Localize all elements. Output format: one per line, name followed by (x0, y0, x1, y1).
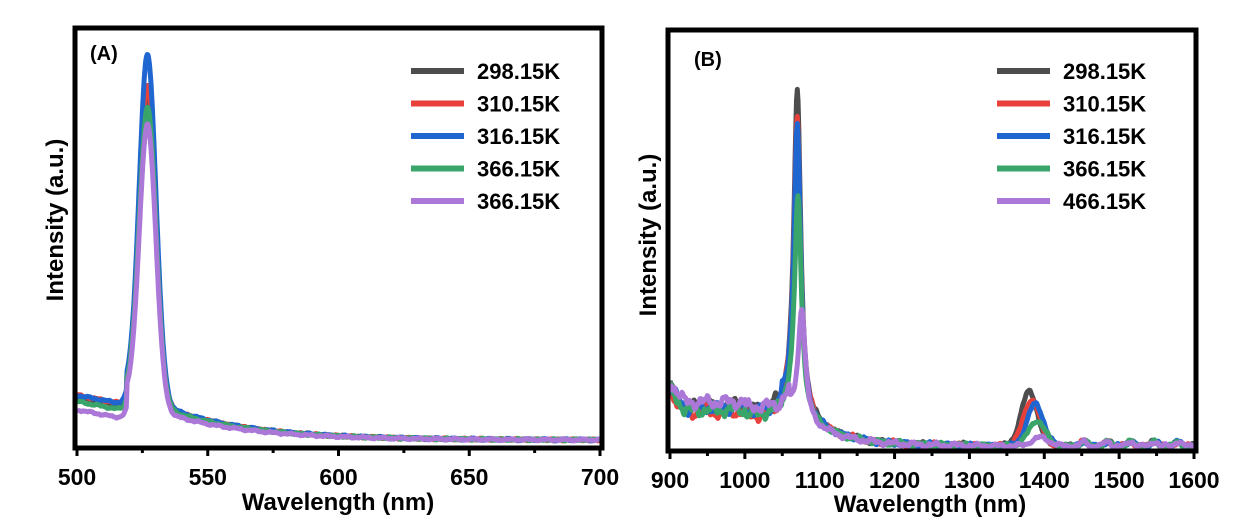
panel-a-x-axis-title: Wavelength (nm) (242, 489, 434, 516)
legend-label: 298.15K (1063, 59, 1146, 84)
panel-b-legend: 298.15K 310.15K 316.15K 366.15K 466.15K (997, 59, 1146, 214)
legend-label: 298.15K (477, 59, 560, 84)
legend-item: 298.15K (997, 59, 1146, 84)
legend-item: 310.15K (997, 92, 1146, 117)
x-tick-label: 1100 (795, 467, 845, 493)
legend-label: 316.15K (1063, 124, 1146, 149)
panel-b: 900 1000 1100 1200 1300 1400 1500 1600 (B) Wave… (635, 27, 1220, 518)
x-tick-label: 700 (581, 464, 619, 490)
legend-label: 366.15K (477, 157, 560, 182)
series-line-466-15k (667, 306, 1196, 450)
legend-label: 366.15K (1063, 157, 1146, 182)
x-tick-label: 1600 (1168, 467, 1219, 493)
x-tick-label: 1400 (1019, 467, 1070, 493)
x-tick-label: 900 (651, 467, 689, 493)
panel-a-y-axis-title: Intensity (a.u.) (42, 139, 69, 302)
legend-item: 466.15K (997, 189, 1146, 214)
panel-b-y-axis-title: Intensity (a.u.) (635, 154, 662, 317)
series-line-366-15k (75, 121, 601, 444)
legend-item: 310.15K (411, 92, 560, 117)
panel-a-x-tick-labels: 500 550 600 650 700 (58, 464, 619, 490)
x-tick-label: 1000 (719, 467, 770, 493)
legend-label: 310.15K (477, 92, 560, 117)
panel-a-curves (75, 52, 601, 444)
legend-item: 316.15K (997, 124, 1146, 149)
legend-item: 366.15K (997, 157, 1146, 182)
x-tick-label: 500 (58, 464, 96, 490)
panel-a-legend: 298.15K 310.15K 316.15K 366.15K 366.15K (411, 59, 560, 214)
legend-item: 366.15K (411, 189, 560, 214)
panel-a-label: (A) (90, 43, 118, 65)
legend-item: 298.15K (411, 59, 560, 84)
legend-item: 366.15K (411, 157, 560, 182)
x-tick-label: 650 (450, 464, 488, 490)
legend-label: 316.15K (477, 124, 560, 149)
legend-label: 366.15K (477, 189, 560, 214)
legend-item: 316.15K (411, 124, 560, 149)
panel-b-x-tick-labels: 900 1000 1100 1200 1300 1400 1500 1600 (651, 467, 1220, 493)
x-tick-label: 600 (319, 464, 357, 490)
legend-label: 466.15K (1063, 189, 1146, 214)
x-tick-label: 1200 (869, 467, 920, 493)
panel-a-x-ticks (75, 448, 602, 456)
x-tick-label: 550 (189, 464, 227, 490)
panel-b-curves (667, 86, 1196, 450)
x-tick-label: 1300 (944, 467, 995, 493)
panel-a: 500 550 600 650 700 (A) Wavelength (nm) Inte… (42, 25, 619, 516)
panel-b-x-ticks (668, 451, 1196, 459)
panel-b-label: (B) (694, 49, 722, 71)
legend-label: 310.15K (1063, 92, 1146, 117)
x-tick-label: 1500 (1094, 467, 1145, 493)
panel-b-x-axis-title: Wavelength (nm) (834, 491, 1026, 518)
